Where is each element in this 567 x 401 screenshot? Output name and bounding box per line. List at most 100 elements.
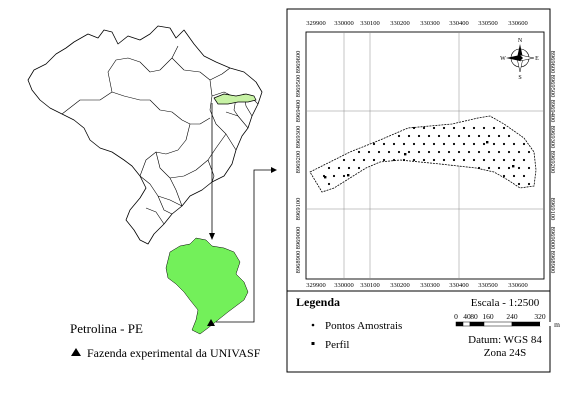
sample-point (502, 126, 506, 130)
right-tick-label: 8969500 (549, 75, 556, 98)
sample-point (467, 150, 471, 154)
bottom-tick-label: 330500 (478, 282, 498, 289)
sample-point (367, 150, 371, 154)
sample-point (457, 134, 461, 138)
legend-point-icon (311, 323, 315, 327)
bottom-tick-label: 330400 (449, 282, 469, 289)
compass-n: N (518, 38, 523, 44)
sample-point (422, 126, 426, 130)
top-tick-labels: 329900 330000 330100 330200 330300 330400 3305… (306, 20, 528, 27)
sample-point (422, 158, 426, 162)
bottom-tick-label: 329900 (306, 282, 326, 289)
sample-point (477, 166, 481, 170)
left-tick-label: 8968900 (295, 251, 302, 274)
sample-point (472, 158, 476, 162)
sample-point (522, 142, 526, 146)
scale-label: 80 (470, 312, 478, 321)
sample-point (462, 142, 466, 146)
north-arrow-icon: N S E W (500, 38, 539, 81)
profile-square (404, 153, 407, 156)
sample-point (452, 126, 456, 130)
sample-point (377, 150, 381, 154)
sample-point (372, 158, 376, 162)
top-tick-label: 330400 (449, 20, 469, 27)
sample-point (417, 150, 421, 154)
scale-bar (455, 321, 554, 327)
sample-point (442, 142, 446, 146)
sample-point (497, 134, 501, 138)
sample-point (432, 142, 436, 146)
sample-point (492, 158, 496, 162)
right-tick-label: 8969400 (549, 100, 556, 123)
left-tick-label: 8969400 (295, 100, 302, 123)
bottom-tick-label: 330000 (334, 282, 354, 289)
sample-point (477, 150, 481, 154)
sample-point (397, 134, 401, 138)
sample-point (347, 166, 351, 170)
study-area-polygon (309, 115, 537, 193)
petrolina-municipality (165, 237, 249, 335)
sample-point (512, 142, 516, 146)
sample-point (527, 182, 531, 186)
sample-point (342, 174, 346, 178)
legend-item-points: Pontos Amostrais (325, 320, 402, 332)
top-tick-label: 330100 (360, 20, 380, 27)
left-tick-label: 8969600 (295, 51, 302, 74)
sample-point (472, 126, 476, 130)
arrow-to-municipality (209, 103, 215, 240)
farm-marker-icon (207, 319, 215, 326)
connector-arrow-icon (271, 167, 277, 173)
sample-point (522, 158, 526, 162)
sample-point (357, 166, 361, 170)
sample-point (392, 142, 396, 146)
left-tick-label: 8969100 (295, 198, 302, 221)
bottom-tick-label: 330300 (420, 282, 440, 289)
profile-square (347, 174, 350, 177)
sample-point (517, 182, 521, 186)
top-tick-label: 329900 (306, 20, 326, 27)
sample-point (492, 142, 496, 146)
scale-title: Escala - 1:2500 (471, 297, 540, 309)
sample-point (487, 150, 491, 154)
farm-legend-icon (71, 348, 81, 356)
sample-point (512, 158, 516, 162)
sampling-points (322, 126, 531, 186)
sample-point (437, 134, 441, 138)
sample-point (487, 134, 491, 138)
sample-point (482, 158, 486, 162)
sample-point (412, 126, 416, 130)
sample-point (402, 142, 406, 146)
sample-point (407, 150, 411, 154)
sample-point (462, 158, 466, 162)
sample-point (457, 150, 461, 154)
legend-title: Legenda (296, 295, 340, 309)
sample-point (482, 126, 486, 130)
right-tick-label: 8968900 (549, 251, 556, 274)
datum-line2: Zona 24S (484, 347, 526, 359)
brazil-outline (27, 25, 263, 245)
sample-point (502, 158, 506, 162)
sample-point (432, 126, 436, 130)
scale-label: 160 (482, 312, 494, 321)
left-tick-label: 8969200 (295, 151, 302, 174)
sample-point (397, 150, 401, 154)
legend-item-profile: Perfil (325, 339, 349, 351)
scale-label: 240 (506, 312, 518, 321)
sample-point (482, 142, 486, 146)
left-tick-label: 8969300 (295, 126, 302, 149)
sample-point (417, 134, 421, 138)
bottom-tick-label: 330100 (360, 282, 380, 289)
top-tick-label: 330000 (334, 20, 354, 27)
left-tick-label: 8969000 (295, 227, 302, 250)
sample-point (502, 142, 506, 146)
scale-label: 0 (454, 312, 458, 321)
scale-label: 320 (534, 312, 546, 321)
right-tick-label: 8969200 (549, 151, 556, 174)
profile-square (512, 165, 515, 168)
right-tick-label: 8969000 (549, 227, 556, 250)
top-tick-label: 330600 (508, 20, 528, 27)
sample-point (452, 142, 456, 146)
sample-point (382, 158, 386, 162)
